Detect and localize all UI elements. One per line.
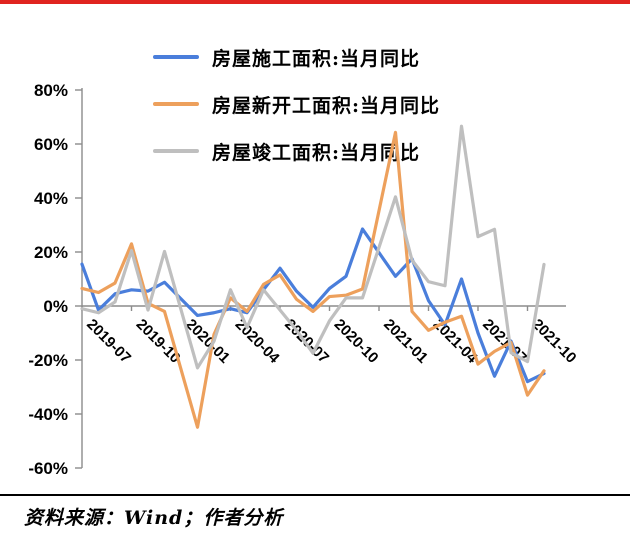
- top-border-line: [0, 0, 630, 4]
- x-axis-tick-label: 2019-07: [83, 316, 134, 367]
- y-axis-tick-label: -40%: [28, 405, 68, 424]
- y-axis-tick-label: 0%: [43, 297, 68, 316]
- x-axis-tick-label: 2020-07: [281, 316, 332, 367]
- series-line-2: [80, 124, 546, 370]
- x-axis-tick-label: 2019-10: [133, 316, 184, 367]
- y-axis-tick-label: 80%: [34, 81, 68, 100]
- legend-item-new-starts-area: 房屋新开工面积:当月同比: [153, 87, 440, 121]
- legend-item-completions-area: 房屋竣工面积:当月同比: [153, 134, 440, 168]
- source-note: 资料来源：Wind；作者分析: [24, 507, 284, 529]
- legend-item-construction-area: 房屋施工面积:当月同比: [153, 40, 440, 74]
- legend-label-construction-area: 房屋施工面积:当月同比: [212, 47, 421, 70]
- y-axis-tick-label: -20%: [28, 351, 68, 370]
- x-axis-tick-label: 2020-10: [331, 316, 382, 367]
- x-axis-tick-label: 2021-04: [430, 316, 481, 367]
- y-axis-tick-label: 60%: [34, 135, 68, 154]
- legend-label-completions-area: 房屋竣工面积:当月同比: [212, 141, 421, 164]
- y-axis-tick-label: 40%: [34, 189, 68, 208]
- legend-swatch-gray-line: [153, 149, 199, 153]
- legend-label-new-starts-area: 房屋新开工面积:当月同比: [212, 94, 441, 117]
- x-axis-tick-label: 2021-10: [529, 316, 580, 367]
- legend-swatch-orange-line: [153, 102, 199, 106]
- y-axis-tick-label: -60%: [28, 459, 68, 478]
- chart-legend: 房屋施工面积:当月同比 房屋新开工面积:当月同比 房屋竣工面积:当月同比: [153, 40, 440, 181]
- footer-divider-line: [0, 494, 630, 496]
- series-line-1: [80, 130, 546, 429]
- legend-swatch-blue-line: [153, 55, 199, 59]
- y-axis-tick-label: 20%: [34, 243, 68, 262]
- axes: 80% 60% 40% 20% 0% -20% -40% -60% 2019-072019-10…: [28, 81, 579, 478]
- x-axis-tick-label: 2020-04: [232, 316, 283, 367]
